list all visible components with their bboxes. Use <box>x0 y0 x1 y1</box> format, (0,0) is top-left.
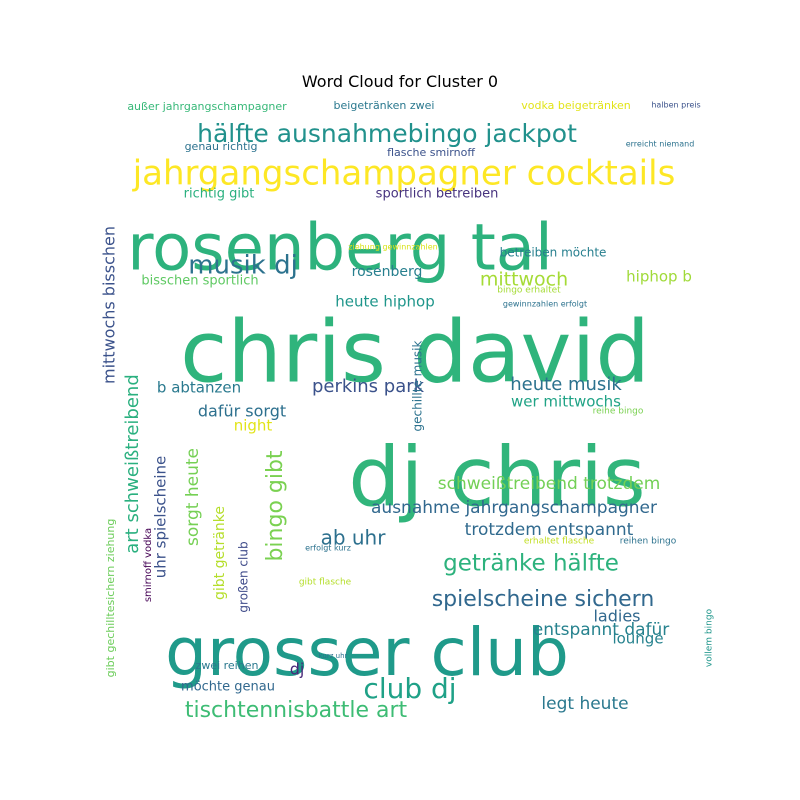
word-41: erreicht niemand <box>626 140 695 149</box>
word-0: chris david <box>180 302 650 402</box>
word-33: dj <box>290 660 305 679</box>
word-10: spielscheine sichern <box>432 587 655 612</box>
word-46: uhr spielscheine <box>152 456 170 579</box>
word-24: rosenberg <box>352 264 423 280</box>
word-38: vodka beigetränken <box>521 99 630 112</box>
word-36: außer jahrgangschampagner <box>127 100 287 113</box>
word-59: vollem bingo <box>705 608 715 667</box>
chart-title: Word Cloud for Cluster 0 <box>301 72 499 91</box>
word-26: sportlich betreiben <box>376 187 499 202</box>
word-53: reihe bingo <box>593 407 644 417</box>
word-49: mittwochs bisschen <box>100 226 119 384</box>
word-32: lounge <box>612 630 663 648</box>
word-11: schweißtreibend trotzdem <box>438 474 661 494</box>
word-13: perkins park <box>312 376 425 397</box>
word-48: großen club <box>237 541 251 612</box>
word-16: trotzdem entspannt <box>465 520 634 540</box>
word-56: ziehung gewinnzahlen <box>348 243 437 252</box>
word-35: zwei reihen <box>196 659 259 672</box>
word-43: bingo gibt <box>263 450 288 561</box>
word-52: smirnoff vodka <box>143 528 154 602</box>
word-57: erhaltet flasche <box>524 537 595 547</box>
word-9: tischtennisbattle art <box>185 698 408 723</box>
word-42: halben preis <box>651 101 700 110</box>
word-40: flasche smirnoff <box>387 146 475 159</box>
word-34: möchte genau <box>181 680 275 695</box>
word-2: grosser club <box>165 614 569 691</box>
word-28: bisschen sportlich <box>141 274 258 289</box>
word-3: rosenberg tal <box>127 212 553 286</box>
word-1: dj chris <box>348 430 645 525</box>
word-21: b abtanzen <box>157 379 241 397</box>
word-44: art schweißtreibend <box>122 374 143 554</box>
word-62: kurz uhr <box>319 652 348 660</box>
word-17: ab uhr <box>321 526 387 550</box>
word-8: musik dj <box>188 251 298 281</box>
word-5: hälfte ausnahmebingo jackpot <box>197 119 577 148</box>
word-58: reihen bingo <box>620 537 677 547</box>
word-47: gibt getränke <box>212 506 228 600</box>
word-6: club dj <box>363 672 456 705</box>
word-19: legt heute <box>541 694 628 714</box>
word-29: betreiben möchte <box>500 246 607 260</box>
word-45: sorgt heute <box>183 448 203 546</box>
word-51: gibt gechilltesichern ziehung <box>104 519 117 678</box>
word-27: richtig gibt <box>184 187 255 202</box>
word-18: entspannt dafür <box>533 620 670 640</box>
word-55: gewinnzahlen erfolgt <box>503 300 587 309</box>
word-15: ausnahme jahrgangschampagner <box>371 498 657 518</box>
word-4: jahrgangschampagner cocktails <box>132 154 676 194</box>
word-60: gibt flasche <box>299 578 352 588</box>
word-54: bingo erhaltet <box>497 286 561 296</box>
word-12: mittwoch <box>480 269 568 291</box>
word-20: dafür sorgt <box>198 402 286 421</box>
word-37: beigetränken zwei <box>334 99 435 112</box>
word-31: ladies <box>593 607 640 626</box>
word-7: getränke hälfte <box>443 551 619 577</box>
word-25: hiphop b <box>626 268 692 286</box>
word-39: genau richtig <box>185 140 258 153</box>
word-22: wer mittwochs <box>511 393 621 411</box>
word-50: gechillte musik <box>411 340 425 431</box>
word-14: heute musik <box>510 374 622 395</box>
word-61: erfolgt kurz <box>305 544 351 553</box>
word-30: night <box>234 417 273 435</box>
word-23: heute hiphop <box>335 293 435 311</box>
